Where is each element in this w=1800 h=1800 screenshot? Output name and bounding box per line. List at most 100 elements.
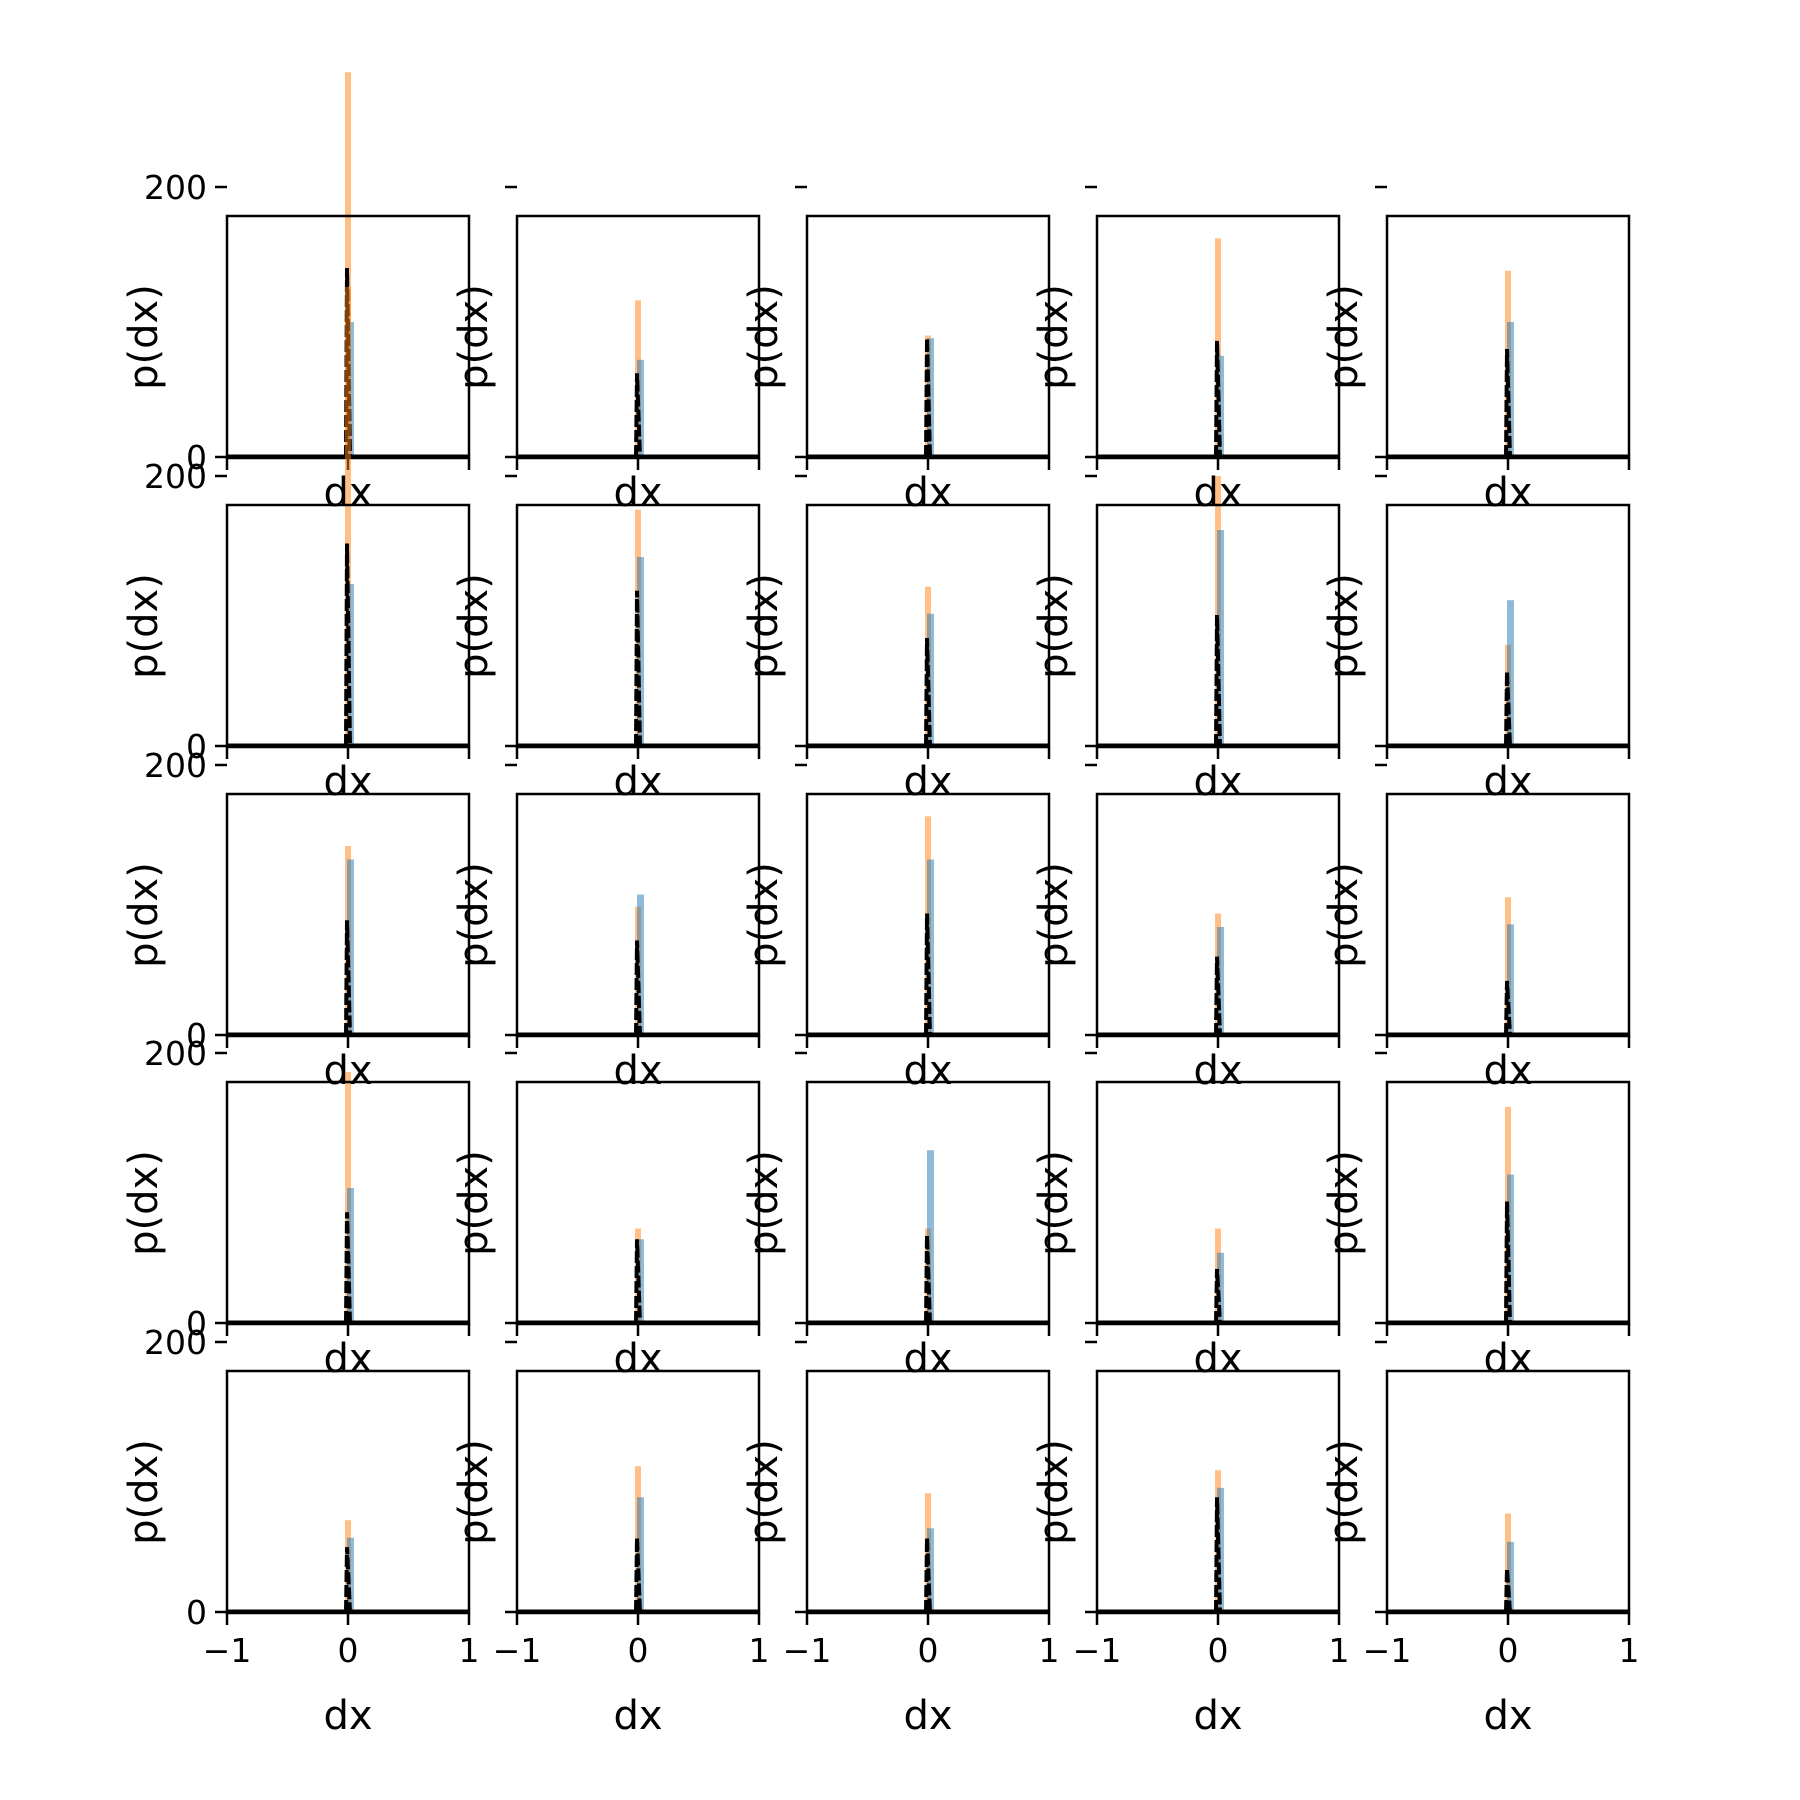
- subplot-r1-c5: dx p(dx): [1321, 185, 1631, 516]
- panel-top-spacer: [519, 796, 757, 826]
- x-axis-label: dx: [613, 1336, 662, 1382]
- y-tick-label: 200: [144, 168, 207, 207]
- panel-top-spacer: [1389, 1084, 1627, 1114]
- black-dashed-line: [634, 1537, 642, 1613]
- black-dashed-line: [1504, 1568, 1512, 1613]
- black-dashed-line: [344, 1547, 352, 1613]
- y-axis-label: p(dx): [741, 284, 787, 390]
- y-tick-label: 0: [186, 1593, 207, 1632]
- blue-histogram-bar: [347, 859, 354, 1035]
- x-axis-label: dx: [1193, 759, 1242, 805]
- x-tick-label: 1: [459, 1631, 480, 1670]
- y-axis-label: p(dx): [1321, 1439, 1367, 1545]
- x-axis-label: dx: [1483, 759, 1532, 805]
- x-tick-label: −1: [783, 1631, 832, 1670]
- y-axis-label: p(dx): [1031, 284, 1077, 390]
- panel-top-spacer: [519, 1373, 757, 1403]
- panel-top-spacer: [229, 796, 467, 826]
- x-tick-label: −1: [1363, 1631, 1412, 1670]
- y-axis-label: p(dx): [741, 862, 787, 968]
- blue-histogram-bar: [927, 859, 934, 1035]
- subplot-r3-c5: dx p(dx): [1321, 763, 1631, 1094]
- subplot-r1-c3: dx p(dx): [741, 185, 1051, 516]
- black-dashed-line: [1214, 615, 1222, 747]
- subplot-grid: 0 200 dx p(dx) dx p(dx) dx p(dx) dx p(dx) dx p(dx) 0…: [121, 72, 1640, 1739]
- black-dashed-line: [924, 913, 932, 1036]
- panel-top-spacer: [519, 507, 757, 537]
- x-tick-label: 1: [1329, 1631, 1350, 1670]
- blue-histogram-bar: [927, 338, 934, 457]
- y-axis-label: p(dx): [1031, 1439, 1077, 1545]
- blue-histogram-bar: [1507, 322, 1514, 457]
- x-axis-label: dx: [903, 1336, 952, 1382]
- y-axis-label: p(dx): [741, 1150, 787, 1256]
- subplot-r4-c4: dx p(dx): [1031, 1051, 1341, 1382]
- blue-histogram-bar: [1217, 530, 1224, 746]
- subplot-r4-c3: dx p(dx): [741, 1051, 1051, 1382]
- x-axis-label: dx: [613, 470, 662, 516]
- panel-top-spacer: [229, 1084, 467, 1114]
- x-tick-label: 0: [1208, 1631, 1229, 1670]
- x-axis-label: dx: [323, 759, 372, 805]
- x-axis-label: dx: [1483, 1336, 1532, 1382]
- x-axis-label: dx: [323, 1336, 372, 1382]
- subplot-r3-c4: dx p(dx): [1031, 763, 1341, 1094]
- subplot-r2-c3: dx p(dx): [741, 474, 1051, 805]
- x-axis-label: dx: [1193, 1048, 1242, 1094]
- x-tick-label: 1: [749, 1631, 770, 1670]
- black-dashed-line: [924, 1537, 932, 1613]
- panel-top-spacer: [1099, 507, 1337, 537]
- subplot-r2-c2: dx p(dx): [451, 474, 761, 805]
- black-dashed-line: [1504, 1201, 1512, 1324]
- y-axis-label: p(dx): [451, 1150, 497, 1256]
- y-axis-label: p(dx): [741, 1439, 787, 1545]
- black-dashed-line: [1504, 671, 1512, 747]
- x-axis-label: dx: [903, 470, 952, 516]
- panel-top-spacer: [229, 1373, 467, 1403]
- black-dashed-line: [924, 1235, 932, 1324]
- x-axis-label: dx: [903, 759, 952, 805]
- subplot-r5-c3: −1 0 1 dx p(dx): [741, 1340, 1060, 1739]
- panel-top-spacer: [809, 507, 1047, 537]
- x-axis-label: dx: [903, 1048, 952, 1094]
- panel-top-spacer: [809, 1373, 1047, 1403]
- orange-histogram-bar: [345, 287, 351, 746]
- black-dashed-line: [1214, 1497, 1222, 1613]
- subplot-r5-c2: −1 0 1 dx p(dx): [451, 1340, 770, 1739]
- x-tick-label: 0: [1498, 1631, 1519, 1670]
- panel-top-spacer: [809, 1084, 1047, 1114]
- y-axis-label: p(dx): [1321, 284, 1367, 390]
- panel-top-spacer: [809, 796, 1047, 826]
- x-axis-label: dx: [1193, 1693, 1242, 1739]
- black-dashed-line: [1504, 980, 1512, 1036]
- subplot-r4-c5: dx p(dx): [1321, 1051, 1631, 1382]
- y-tick-label: 200: [144, 1323, 207, 1362]
- panel-top-spacer: [1099, 1373, 1337, 1403]
- panel-top-spacer: [1099, 796, 1337, 826]
- panel-top-spacer: [229, 507, 467, 537]
- black-dashed-line: [1214, 1268, 1222, 1324]
- orange-histogram-bar: [345, 72, 351, 457]
- y-axis-label: p(dx): [121, 1150, 167, 1256]
- x-axis-label: dx: [1483, 1048, 1532, 1094]
- blue-histogram-bar: [927, 1528, 934, 1612]
- black-dashed-line: [924, 338, 932, 458]
- y-tick-label: 0: [186, 1016, 207, 1055]
- black-dashed-line: [344, 543, 352, 747]
- x-axis-label: dx: [613, 759, 662, 805]
- blue-histogram-bar: [1507, 600, 1514, 746]
- y-axis-label: p(dx): [741, 573, 787, 679]
- blue-histogram-bar: [637, 557, 644, 746]
- y-axis-label: p(dx): [451, 284, 497, 390]
- panel-top-spacer: [1389, 1373, 1627, 1403]
- x-axis-label: dx: [613, 1048, 662, 1094]
- y-axis-label: p(dx): [121, 862, 167, 968]
- black-dashed-line: [634, 590, 642, 747]
- y-tick-label: 0: [186, 727, 207, 766]
- blue-histogram-bar: [1507, 924, 1514, 1035]
- subplot-r2-c5: dx p(dx): [1321, 474, 1631, 805]
